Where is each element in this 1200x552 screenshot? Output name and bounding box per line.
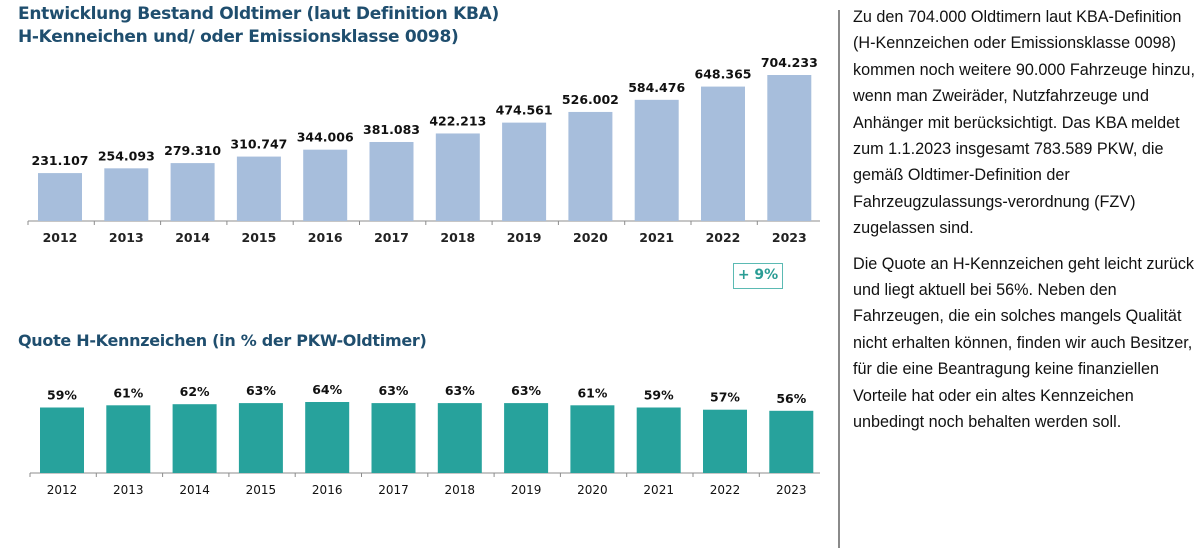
bar-2015 (236, 156, 281, 221)
x-tick-label: 2017 (374, 230, 409, 245)
x-tick-label: 2018 (440, 230, 475, 245)
data-label: 584.476 (628, 80, 685, 95)
bar-2021 (634, 99, 679, 221)
data-label: 381.083 (363, 122, 420, 137)
bar-2016 (305, 402, 350, 473)
data-label: 63% (445, 383, 475, 398)
bar-2013 (104, 168, 149, 221)
bar-2014 (172, 404, 217, 473)
bar-2020 (570, 405, 615, 473)
data-label: 59% (644, 388, 674, 403)
bar-2014 (170, 163, 215, 221)
bar-2021 (636, 407, 681, 473)
bar-2020 (568, 111, 613, 221)
x-tick-label: 2012 (43, 230, 78, 245)
bar-2017 (371, 403, 416, 473)
bar-2016 (303, 149, 348, 221)
x-tick-label: 2015 (246, 483, 277, 497)
chart1-title-line2: H-Kenneichen und/ oder Emissionsklasse 0… (18, 27, 459, 47)
bar-2018 (435, 133, 480, 221)
bar-2023 (767, 75, 812, 221)
x-tick-label: 2013 (113, 483, 144, 497)
data-label: 344.006 (297, 130, 354, 145)
bar-2018 (437, 403, 482, 473)
x-tick-label: 2014 (175, 230, 210, 245)
bar-2019 (502, 122, 547, 221)
data-label: 422.213 (429, 113, 486, 128)
chart1-title: Entwicklung Bestand Oldtimer (laut Defin… (18, 3, 499, 49)
data-label: 62% (180, 384, 210, 399)
data-label: 63% (246, 383, 276, 398)
bar-2022 (703, 409, 747, 473)
growth-badge: + 9% (733, 263, 783, 289)
x-tick-label: 2023 (776, 483, 807, 497)
data-label: 279.310 (164, 143, 221, 158)
x-tick-label: 2022 (706, 230, 741, 245)
chart2-title: Quote H-Kennzeichen (in % der PKW-Oldtim… (18, 331, 427, 350)
x-tick-label: 2013 (109, 230, 144, 245)
bar-2023 (769, 410, 814, 473)
x-tick-label: 2018 (445, 483, 476, 497)
data-label: 61% (113, 385, 143, 400)
x-tick-label: 2015 (242, 230, 277, 245)
stock-bar-chart: 231.107 2012 254.093 2013 279.310 2014 310.747… (27, 55, 820, 245)
bar-2022 (701, 86, 745, 221)
data-label: 474.561 (496, 103, 553, 118)
data-label: 64% (312, 382, 342, 397)
bar-2019 (504, 403, 549, 473)
x-tick-label: 2012 (47, 483, 78, 497)
x-tick-label: 2017 (378, 483, 409, 497)
data-label: 310.747 (230, 137, 287, 152)
data-label: 254.093 (98, 148, 155, 163)
quota-bar-chart: 59% 2012 61% 2013 62% 2014 63% 2015 64% 2016 63% 20… (29, 382, 820, 497)
bar-2015 (238, 403, 283, 473)
commentary-paragraph-2: Die Quote an H-Kennzeichen geht leicht z… (853, 254, 1195, 432)
vertical-divider (838, 10, 840, 548)
data-label: 63% (379, 383, 409, 398)
data-label: 526.002 (562, 92, 619, 107)
data-label: 56% (776, 391, 806, 406)
data-label: 57% (710, 390, 740, 405)
x-tick-label: 2019 (507, 230, 542, 245)
data-label: 704.233 (761, 55, 818, 70)
data-label: 63% (511, 383, 541, 398)
data-label: 61% (577, 385, 607, 400)
data-label: 648.365 (695, 67, 752, 82)
bar-2013 (106, 405, 151, 473)
commentary-paragraph-1: Zu den 704.000 Oldtimern laut KBA-Defini… (853, 8, 1195, 238)
bar-2012 (38, 173, 82, 221)
x-tick-label: 2020 (573, 230, 608, 245)
x-tick-label: 2022 (710, 483, 741, 497)
x-tick-label: 2019 (511, 483, 542, 497)
x-tick-label: 2023 (772, 230, 807, 245)
data-label: 59% (47, 388, 77, 403)
x-tick-label: 2014 (179, 483, 210, 497)
data-label: 231.107 (32, 153, 89, 168)
x-tick-label: 2016 (308, 230, 343, 245)
x-tick-label: 2020 (577, 483, 608, 497)
x-tick-label: 2021 (639, 230, 674, 245)
chart1-title-line1: Entwicklung Bestand Oldtimer (laut Defin… (18, 4, 499, 24)
x-tick-label: 2021 (643, 483, 674, 497)
bar-2012 (40, 407, 84, 473)
x-tick-label: 2016 (312, 483, 343, 497)
bar-2017 (369, 141, 414, 221)
commentary-text: Zu den 704.000 Oldtimern laut KBA-Defini… (853, 4, 1200, 445)
